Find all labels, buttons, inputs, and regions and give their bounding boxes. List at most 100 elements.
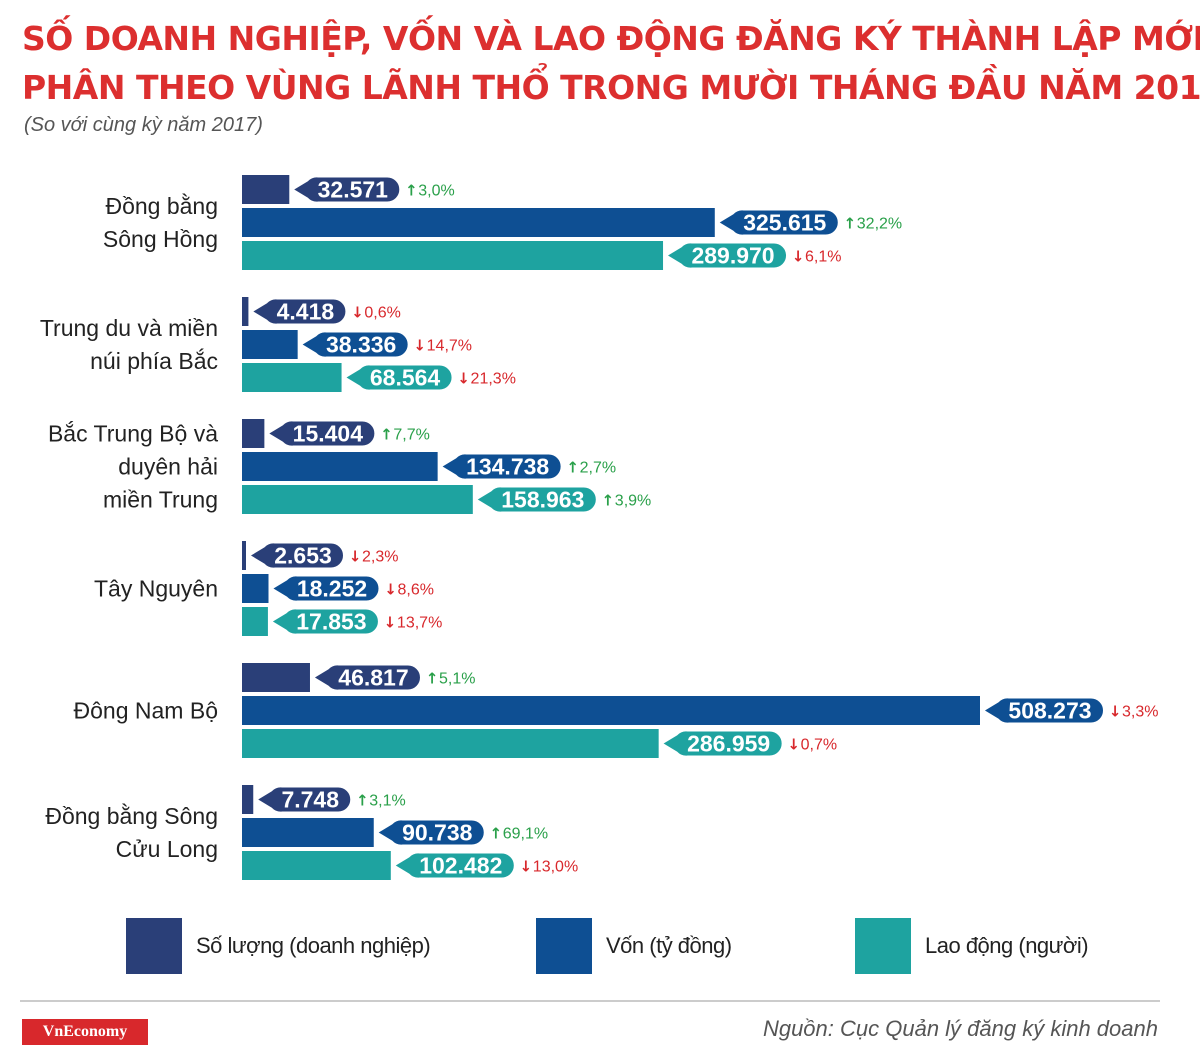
bar-lao-dong [242, 363, 342, 392]
data-label-change: 32,2% [857, 216, 902, 233]
chart-subtitle: (So với cùng kỳ năm 2017) [24, 114, 263, 136]
category-label-line: Đông Nam Bộ [74, 698, 218, 724]
value-callout-lao-dong [268, 607, 380, 636]
legend-label-von: Vốn (tỷ đồng) [606, 933, 732, 958]
bar-von [242, 696, 980, 725]
chart-title-line-1: SỐ DOANH NGHIỆP, VỐN VÀ LAO ĐỘNG ĐĂNG KÝ… [22, 19, 1200, 58]
category-label-line: duyên hải [118, 454, 218, 480]
legend-label-so-luong: Số lượng (doanh nghiệp) [196, 933, 431, 958]
data-label-value: 18.252 [297, 576, 367, 602]
data-label-change: 0,6% [364, 305, 400, 322]
legend-swatch-von [536, 918, 592, 974]
legend-item-so-luong: Số lượng (doanh nghiệp) [126, 918, 431, 974]
arrow-up-icon: ↑ [602, 492, 615, 510]
bar-lao-dong [242, 851, 391, 880]
bar-lao-dong [242, 241, 664, 270]
category-label-line: Tây Nguyên [94, 576, 218, 602]
data-label-value: 32.571 [318, 177, 389, 203]
value-callout-von [269, 574, 381, 603]
data-label-change: 14,7% [427, 338, 472, 355]
bar-so-luong [242, 297, 249, 326]
bar-lao-dong [242, 485, 473, 514]
value-callout-von [374, 818, 486, 847]
data-label-value: 325.615 [743, 210, 826, 236]
data-label-change: 3,1% [369, 793, 405, 810]
arrow-up-icon: ↑ [566, 459, 579, 477]
data-label-change: 0,7% [801, 737, 837, 754]
data-label-value: 17.853 [296, 609, 366, 635]
value-callout-von [715, 208, 840, 237]
data-label-change: 6,1% [805, 249, 841, 266]
bar-von [242, 574, 269, 603]
arrow-down-icon: ↓ [384, 581, 397, 599]
data-label-value: 38.336 [326, 332, 396, 358]
category-label: Đồng bằng Sông Hồng [103, 193, 218, 252]
data-label-change: 13,7% [397, 615, 442, 632]
bar-von [242, 208, 715, 237]
arrow-down-icon: ↓ [520, 858, 533, 876]
bar-von [242, 452, 438, 481]
category-label: Tây Nguyên [94, 576, 218, 602]
data-label-value: 508.273 [1008, 698, 1091, 724]
value-callout-von [438, 452, 563, 481]
data-label-value: 90.738 [402, 820, 473, 846]
data-label-change: 2,3% [362, 549, 398, 566]
arrow-up-icon: ↑ [405, 182, 418, 200]
value-callout-von [981, 696, 1105, 725]
data-label-value: 4.418 [277, 299, 335, 325]
data-label-value: 158.963 [501, 487, 584, 513]
chart-title: SỐ DOANH NGHIỆP, VỐN VÀ LAO ĐỘNG ĐĂNG KÝ… [22, 14, 1200, 112]
legend-swatch-so-luong [126, 918, 182, 974]
arrow-up-icon: ↑ [843, 215, 856, 233]
vneconomy-logo: VnEconomy [22, 1019, 148, 1045]
value-callout-lao-dong [664, 241, 789, 270]
bar-so-luong [242, 541, 246, 570]
data-label-change: 3,3% [1122, 704, 1158, 721]
value-callout-so-luong [311, 663, 422, 692]
bar-lao-dong [242, 729, 659, 758]
arrow-up-icon: ↑ [356, 792, 369, 810]
data-label-value: 46.817 [338, 665, 408, 691]
category-label: Trung du và miền núi phía Bắc [40, 315, 218, 374]
legend-swatch-lao-dong [855, 918, 911, 974]
value-callout-so-luong [254, 785, 353, 814]
data-label-value: 2.653 [274, 543, 332, 569]
data-label-change: 3,0% [418, 183, 454, 200]
data-label-value: 68.564 [370, 365, 441, 391]
arrow-down-icon: ↓ [792, 248, 805, 266]
category-label-line: Đồng bằng Sông [45, 803, 218, 829]
data-label-change: 5,1% [439, 671, 475, 688]
data-label-change: 69,1% [503, 826, 548, 843]
value-callout-lao-dong [391, 851, 516, 880]
category-label: Đông Nam Bộ [74, 698, 218, 724]
arrow-down-icon: ↓ [349, 548, 362, 566]
data-label-change: 3,9% [615, 493, 651, 510]
data-label-change: 21,3% [471, 371, 516, 388]
legend-item-von: Vốn (tỷ đồng) [536, 918, 732, 974]
value-callout-lao-dong [473, 485, 598, 514]
category-label-line: Cửu Long [116, 836, 218, 862]
bar-von [242, 818, 374, 847]
value-callout-so-luong [290, 175, 402, 204]
arrow-down-icon: ↓ [457, 370, 470, 388]
arrow-down-icon: ↓ [1109, 703, 1122, 721]
category-label-line: Trung du và miền [40, 315, 218, 341]
arrow-down-icon: ↓ [351, 304, 364, 322]
data-label-value: 102.482 [419, 853, 502, 879]
bar-lao-dong [242, 607, 268, 636]
data-label-change: 13,0% [533, 859, 578, 876]
legend-label-lao-dong: Lao động (người) [925, 933, 1089, 958]
category-label-line: núi phía Bắc [90, 348, 218, 374]
data-label-change: 2,7% [580, 460, 616, 477]
data-label-value: 7.748 [281, 787, 339, 813]
arrow-up-icon: ↑ [489, 825, 502, 843]
category-label-line: Đồng bằng [105, 193, 218, 219]
data-label-change: 7,7% [393, 427, 429, 444]
value-callout-so-luong [247, 541, 345, 570]
bar-so-luong [242, 663, 310, 692]
chart-title-line-2: PHÂN THEO VÙNG LÃNH THỔ TRONG MƯỜI THÁNG… [22, 68, 1200, 107]
value-callout-lao-dong [659, 729, 784, 758]
arrow-up-icon: ↑ [380, 426, 393, 444]
data-label-value: 134.738 [466, 454, 549, 480]
